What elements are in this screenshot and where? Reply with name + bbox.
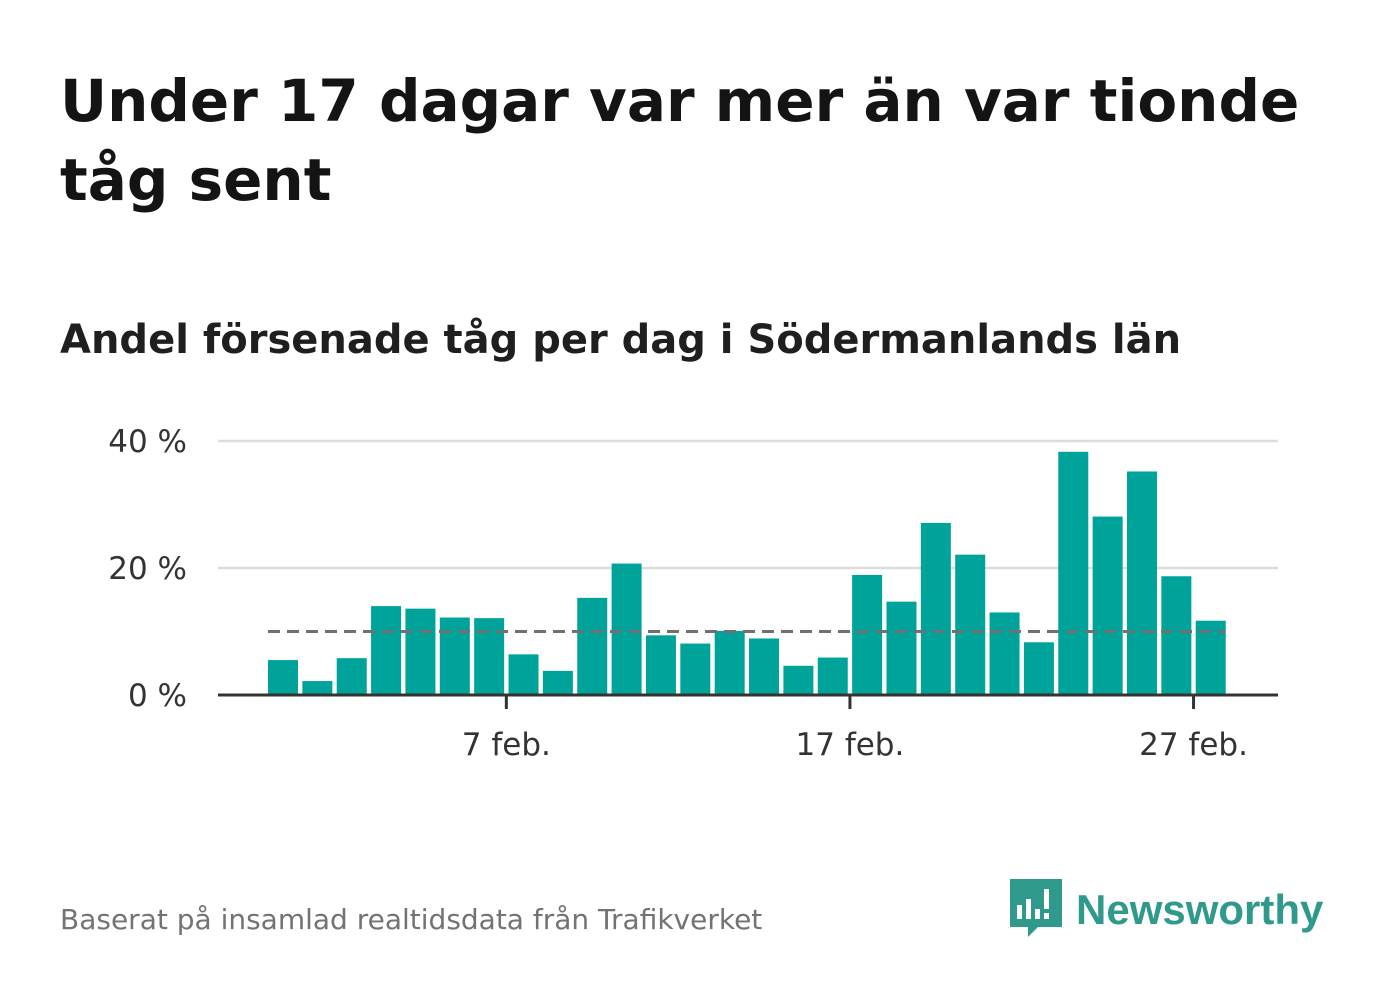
bar bbox=[474, 618, 505, 695]
bar bbox=[1127, 471, 1157, 695]
bar bbox=[989, 612, 1020, 695]
y-tick-label: 20 % bbox=[108, 551, 187, 587]
bar bbox=[1161, 576, 1192, 695]
bar bbox=[886, 601, 917, 695]
bar bbox=[302, 681, 333, 695]
newsworthy-logo-icon bbox=[1010, 879, 1062, 937]
bar bbox=[577, 597, 608, 695]
bar bbox=[1058, 451, 1089, 695]
bar-chart: 0 % 20 % 40 % 7 feb. 17 feb. 27 feb. bbox=[108, 424, 1278, 763]
bar bbox=[1023, 642, 1054, 695]
y-tick-label: 40 % bbox=[108, 424, 187, 460]
bar bbox=[680, 643, 711, 695]
bar bbox=[1195, 620, 1226, 695]
bar bbox=[268, 660, 298, 695]
bar bbox=[371, 606, 402, 695]
brand-name: Newsworthy bbox=[1076, 886, 1324, 933]
axes bbox=[218, 693, 1278, 709]
chart-subtitle: Andel försenade tåg per dag i Södermanla… bbox=[60, 317, 1182, 363]
x-tick-label: 7 feb. bbox=[462, 727, 551, 763]
bar-series bbox=[268, 451, 1226, 695]
bar bbox=[336, 658, 367, 695]
bar bbox=[749, 638, 780, 695]
source-note: Baserat på insamlad realtidsdata från Tr… bbox=[60, 903, 763, 936]
bar bbox=[542, 670, 573, 695]
bar bbox=[817, 657, 848, 695]
y-tick-label: 0 % bbox=[128, 678, 187, 714]
x-tick-label: 27 feb. bbox=[1139, 727, 1248, 763]
bar bbox=[645, 635, 676, 695]
x-tick-label: 17 feb. bbox=[796, 727, 905, 763]
tick-labels: 0 % 20 % 40 % 7 feb. 17 feb. 27 feb. bbox=[108, 424, 1248, 763]
bar bbox=[783, 665, 814, 695]
bar bbox=[714, 630, 745, 695]
bar bbox=[508, 654, 539, 695]
bar bbox=[1092, 516, 1123, 695]
bar bbox=[955, 554, 986, 695]
bar bbox=[920, 522, 951, 695]
brand-logo: Newsworthy bbox=[1010, 878, 1323, 942]
bar bbox=[852, 574, 883, 695]
bar bbox=[405, 608, 436, 695]
bar bbox=[439, 617, 470, 695]
bar bbox=[611, 563, 642, 695]
chart-title: Under 17 dagar var mer än var tionde tåg… bbox=[60, 67, 1300, 214]
